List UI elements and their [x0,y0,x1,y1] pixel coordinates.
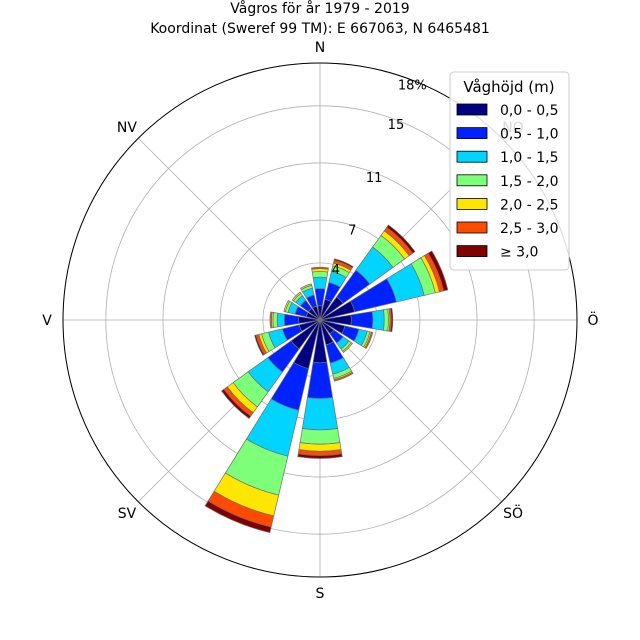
bar-segment-270-1 [283,313,300,327]
bar-segment-270-5 [269,311,273,329]
ring-label-3: 15 [388,118,405,133]
direction-label-2: Ö [587,311,598,329]
ring-labels: 4 7 11 15 18% [332,79,427,279]
legend-label-5: 2,5 - 3,0 [500,221,558,237]
bar-segment-90-2 [371,309,385,331]
sector-45 [319,224,416,321]
legend-swatch-3 [456,174,488,187]
legend-label-1: 0,5 - 1,0 [500,127,558,143]
sector-315 [291,291,321,321]
grid-spoke-7 [137,137,321,321]
sector-247.5 [254,319,321,356]
bar-segment-112.5-5 [364,331,374,350]
bar-segment-0-3 [311,271,329,279]
ring-label-1: 7 [348,224,356,239]
bar-segment-292.5-4 [283,299,291,313]
legend-swatch-4 [456,197,488,210]
outer-frame [62,62,578,578]
legend: Våghöjd (m) 0,0 - 0,5 0,5 - 1,0 1,0 - 1,5 1… [449,71,570,271]
ring-label-4: 18% [398,79,427,94]
bar-segment-270-3 [272,312,279,328]
bar-segment-225-6 [221,388,252,419]
sector-157.5 [319,319,354,382]
bar-segment-315-4 [291,291,302,302]
legend-title: Våghöjd (m) [463,78,554,96]
sector-337.5 [299,283,321,321]
bar-segment-90-1 [350,311,374,329]
ring-label-2: 11 [366,171,383,186]
bar-segment-157.5-5 [333,371,354,382]
bar-segment-180-4 [298,442,342,452]
bar-segment-0-2 [312,276,328,290]
grid-spoke-3 [319,319,503,503]
direction-label-0: N [315,40,325,56]
direction-label-5: SV [118,506,137,522]
direction-label-6: V [42,313,52,329]
rose-bars [204,224,449,534]
bar-segment-337.5-4 [299,283,313,291]
legend-frame [449,71,570,271]
bar-segment-90-6 [390,307,394,333]
sector-225 [221,319,321,419]
bar-segment-180-1 [307,361,333,399]
sector-22.5 [319,258,354,321]
chart-title-line1: Vågros för år 1979 - 2019 [230,0,409,17]
legend-swatch-5 [456,221,488,234]
sector-67.5 [319,250,449,321]
bar-segment-180-6 [297,453,343,459]
legend-swatch-6 [456,245,488,258]
sector-90 [319,307,394,333]
legend-swatch-1 [456,127,488,139]
bar-segment-180-3 [299,428,341,445]
sector-135 [319,319,353,353]
legend-label-0: 0,0 - 0,5 [500,103,558,119]
ring-label-0: 4 [332,263,340,278]
sector-292.5 [283,299,321,321]
legend-swatch-2 [456,150,488,163]
direction-label-3: SÖ [503,504,523,522]
sector-180 [297,319,343,459]
legend-label-2: 1,0 - 1,5 [500,150,558,166]
bar-segment-45-6 [386,224,416,254]
bar-segment-67.5-6 [427,250,449,292]
bar-segment-22.5-6 [333,258,354,269]
bar-segment-270-2 [276,312,286,328]
legend-label-4: 2,0 - 2,5 [500,197,558,213]
sector-0 [311,266,329,321]
bar-segment-0-1 [314,288,326,307]
bar-segment-135-4 [342,342,353,353]
bar-segment-247.5-6 [254,334,265,356]
chart-title-line2: Koordinat (Sweref 99 TM): E 667063, N 64… [150,21,490,37]
sector-270 [269,311,321,329]
direction-label-4: S [316,586,325,602]
bar-segment-180-2 [301,397,339,431]
sector-112.5 [319,319,374,350]
legend-label-6: ≥ 3,0 [500,245,538,261]
bar-segment-0-5 [311,266,329,270]
legend-label-3: 1,5 - 2,0 [500,174,558,190]
bar-segment-202.5-6 [204,500,272,534]
legend-swatch-0 [456,103,488,116]
direction-label-7: NV [117,120,137,136]
sector-202.5 [204,319,321,534]
